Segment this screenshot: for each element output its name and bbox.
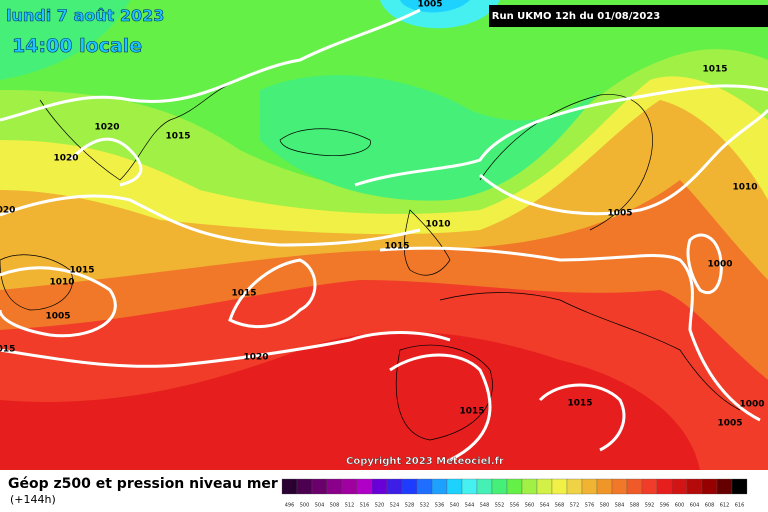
legend-swatch: [296, 478, 313, 495]
legend-swatch: [386, 478, 403, 495]
legend-swatch: [566, 478, 583, 495]
legend-label: 592: [645, 503, 655, 509]
run-box: [489, 5, 768, 27]
legend-label: 612: [720, 503, 730, 509]
legend-label: 536: [435, 503, 445, 509]
isobar-label: 1010: [732, 183, 757, 193]
isobar-label: 1020: [243, 353, 268, 363]
field-background: [0, 0, 768, 470]
isobar-label: 015: [0, 345, 15, 355]
legend-label: 588: [630, 503, 640, 509]
legend-label: 516: [360, 503, 370, 509]
footer-title: Géop z500 et pression niveau mer: [8, 476, 278, 492]
legend-swatch: [356, 478, 373, 495]
legend-label: 496: [285, 503, 295, 509]
legend-label: 600: [675, 503, 685, 509]
legend-swatch: [431, 478, 448, 495]
legend-swatch: [551, 478, 568, 495]
isobar-label: 1015: [567, 399, 592, 409]
legend-swatch: [446, 478, 463, 495]
run-info: Run UKMO 12h du 01/08/2023: [492, 11, 661, 22]
copyright: Copyright 2023 Meteociel.fr: [346, 456, 504, 467]
legend-swatch: [701, 478, 718, 495]
isobars: [0, 8, 768, 462]
legend-label: 564: [540, 503, 550, 509]
coastlines: [0, 79, 741, 441]
legend-swatch: [281, 478, 298, 495]
legend-swatch: [326, 478, 343, 495]
isobar-label: 1005: [607, 209, 632, 219]
legend-label: 608: [705, 503, 715, 509]
legend-label: 540: [450, 503, 460, 509]
legend-label: 560: [525, 503, 535, 509]
isobar-label: 1015: [231, 289, 256, 299]
legend-label: 576: [585, 503, 595, 509]
legend-swatch: [491, 478, 508, 495]
isobar-label: 1000: [707, 260, 732, 270]
legend-swatch: [641, 478, 658, 495]
legend-label: 552: [495, 503, 505, 509]
legend: 496 500 504 508 512 516 520 524 528 532 536 540 544 5…: [281, 478, 748, 509]
legend-label: 524: [390, 503, 400, 509]
legend-label: 596: [660, 503, 670, 509]
legend-swatch: [371, 478, 388, 495]
legend-swatch: [416, 478, 433, 495]
legend-swatch: [716, 478, 733, 495]
isobar-label: 1010: [49, 278, 74, 288]
legend-swatch: [536, 478, 553, 495]
legend-label: 580: [600, 503, 610, 509]
legend-label: 556: [510, 503, 520, 509]
isobar-label: 1000: [739, 400, 764, 410]
isobar-label: 1020: [94, 123, 119, 133]
date-title: lundi 7 août 2023: [6, 6, 164, 25]
isobar-label: 1015: [459, 407, 484, 417]
isobar-label: 1010: [425, 220, 450, 230]
legend-label: 500: [300, 503, 310, 509]
legend-label: 584: [615, 503, 625, 509]
legend-label: 548: [480, 503, 490, 509]
legend-swatch: [476, 478, 493, 495]
isobar-labels: 1005 1015 1020 1015 1020 1010 1005 1010 1015 1000…: [0, 0, 765, 429]
footer-lead: (+144h): [10, 493, 56, 506]
legend-label: 508: [330, 503, 340, 509]
legend-label: 616: [735, 503, 745, 509]
isobar-label: 1005: [717, 419, 742, 429]
isobar-label: 1015: [69, 266, 94, 276]
legend-swatch: [656, 478, 673, 495]
legend-swatch: [686, 478, 703, 495]
legend-label: 572: [570, 503, 580, 509]
legend-label: 528: [405, 503, 415, 509]
legend-label: 504: [315, 503, 325, 509]
legend-swatch: [521, 478, 538, 495]
legend-swatch: [311, 478, 328, 495]
legend-swatch: [506, 478, 523, 495]
legend-label: 544: [465, 503, 475, 509]
legend-swatch: [671, 478, 688, 495]
legend-swatch: [596, 478, 613, 495]
isobar-label: 1020: [53, 154, 78, 164]
legend-label: 520: [375, 503, 385, 509]
legend-swatch: [341, 478, 358, 495]
isobar-label: 1015: [702, 65, 727, 75]
isobar-label: 1005: [45, 312, 70, 322]
legend-label: 568: [555, 503, 565, 509]
isobar-label: 1015: [165, 132, 190, 142]
legend-label: 512: [345, 503, 355, 509]
legend-swatch: [581, 478, 598, 495]
legend-label: 604: [690, 503, 700, 509]
legend-label: 532: [420, 503, 430, 509]
legend-swatch: [401, 478, 418, 495]
isobar-label: 1005: [417, 0, 442, 10]
legend-swatch: [611, 478, 628, 495]
legend-swatch: [461, 478, 478, 495]
legend-swatch: [626, 478, 643, 495]
time-title: 14:00 locale: [12, 35, 142, 57]
isobar-label: 1015: [384, 242, 409, 252]
legend-swatch: [731, 478, 748, 495]
isobar-label: 020: [0, 206, 15, 216]
